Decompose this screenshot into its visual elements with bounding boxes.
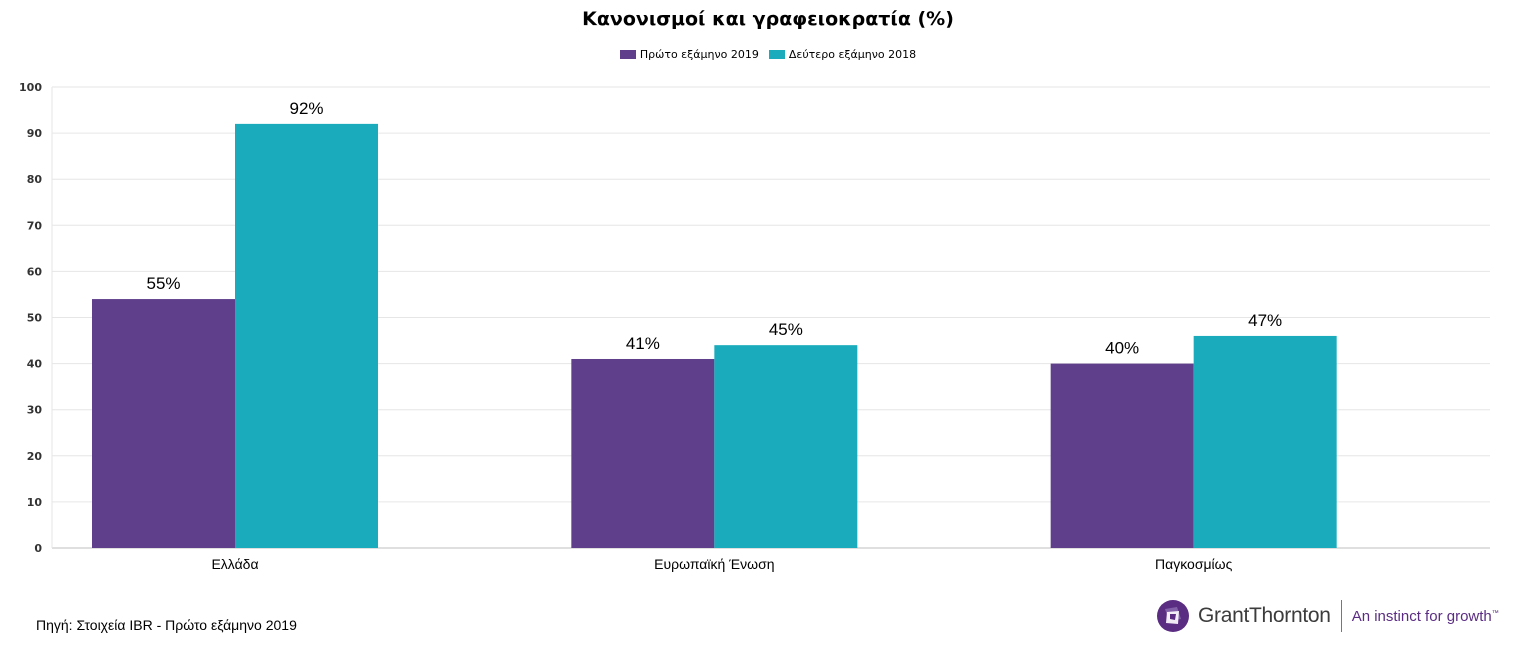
y-tick-label-20: 20 bbox=[27, 450, 43, 463]
legend-swatch-series-2 bbox=[768, 50, 785, 59]
bar-0-series-1 bbox=[92, 299, 235, 548]
y-tick-label-70: 70 bbox=[27, 219, 43, 232]
brand-tagline-text: An instinct for growth bbox=[1351, 607, 1492, 625]
source-note: Πηγή: Στοιχεία IBR - Πρώτο εξάμηνο 2019 bbox=[36, 617, 297, 633]
bar-1-series-2 bbox=[714, 345, 858, 548]
legend-item-series-2[interactable]: Δεύτερο εξάμηνο 2018 bbox=[768, 48, 917, 61]
brand-divider bbox=[1340, 600, 1342, 632]
data-label-1-series-1: 41% bbox=[626, 334, 660, 353]
y-tick-label-80: 80 bbox=[27, 173, 43, 186]
data-label-1-series-2: 45% bbox=[769, 320, 803, 339]
grant-thornton-logo-icon bbox=[1157, 600, 1189, 632]
brand-trademark: ™ bbox=[1491, 609, 1499, 617]
legend-swatch-series-1 bbox=[619, 50, 636, 59]
y-tick-label-50: 50 bbox=[27, 312, 43, 325]
y-tick-label-0: 0 bbox=[34, 542, 42, 555]
y-tick-label-90: 90 bbox=[27, 127, 43, 140]
legend-item-series-1[interactable]: Πρώτο εξάμηνο 2019 bbox=[619, 48, 759, 61]
y-tick-label-30: 30 bbox=[27, 404, 43, 417]
y-tick-label-60: 60 bbox=[27, 265, 43, 278]
brand-logo: GrantThornton An instinct for growth™ bbox=[1156, 598, 1499, 634]
legend: Πρώτο εξάμηνο 2019 Δεύτερο εξάμηνο 2018 bbox=[0, 48, 1536, 61]
data-label-2-series-2: 47% bbox=[1248, 311, 1282, 330]
y-tick-label-100: 100 bbox=[19, 81, 42, 94]
x-tick-label-2: Παγκοσμίως bbox=[1155, 556, 1233, 572]
bar-chart: 0 10 20 30 40 50 60 70 80 90 100 55% 92% Ελλάδα 41% 45%… bbox=[19, 81, 1490, 572]
chart-title: Κανονισμοί και γραφειοκρατία (%) bbox=[582, 8, 954, 30]
bar-2-series-1 bbox=[1050, 363, 1194, 548]
bar-2-series-2 bbox=[1193, 335, 1337, 548]
bar-1-series-1 bbox=[571, 358, 715, 548]
y-tick-label-40: 40 bbox=[27, 358, 43, 371]
data-label-0-series-1: 55% bbox=[146, 274, 180, 293]
x-tick-label-0: Ελλάδα bbox=[211, 556, 258, 572]
data-label-2-series-1: 40% bbox=[1105, 339, 1139, 358]
data-label-0-series-2: 92% bbox=[289, 99, 323, 118]
x-tick-label-1: Ευρωπαϊκή Ένωση bbox=[654, 556, 774, 572]
legend-label-series-1: Πρώτο εξάμηνο 2019 bbox=[639, 48, 759, 61]
legend-label-series-2: Δεύτερο εξάμηνο 2018 bbox=[788, 48, 917, 61]
bar-0-series-2 bbox=[235, 123, 378, 548]
brand-tagline: An instinct for growth™ bbox=[1352, 608, 1499, 625]
y-tick-label-10: 10 bbox=[27, 496, 43, 509]
brand-name: GrantThornton bbox=[1198, 604, 1331, 627]
